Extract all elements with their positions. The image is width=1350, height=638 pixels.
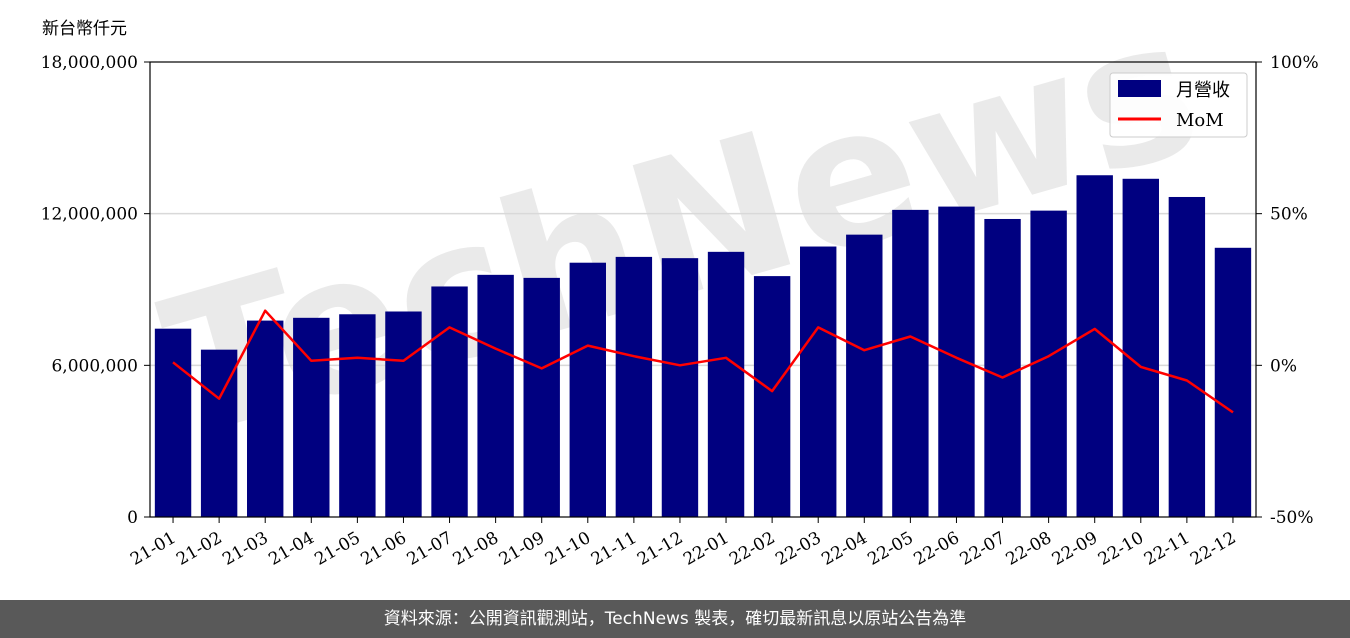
y-left-tick-label-1: 6,000,000: [51, 356, 138, 376]
chart-svg: TechNews 06,000,00012,000,00018,000,000-…: [41, 0, 1319, 570]
x-tick-label-22-08: 22-08: [1003, 528, 1055, 570]
bar-22-06: [938, 206, 975, 518]
bar-22-07: [984, 218, 1021, 517]
bar-22-09: [1076, 175, 1113, 517]
x-tick-label-22-12: 22-12: [1187, 528, 1239, 570]
y-right-tick-label-3: 100%: [1270, 53, 1319, 73]
bar-21-03: [247, 320, 284, 517]
x-tick-label-21-12: 21-12: [634, 528, 686, 570]
gridlines: [150, 212, 1256, 367]
x-tick-label-22-03: 22-03: [772, 528, 824, 570]
bar-22-05: [892, 209, 929, 517]
y-left-tick-label-0: 0: [127, 508, 138, 528]
x-tick-label-21-09: 21-09: [496, 528, 548, 570]
x-tick-label-22-07: 22-07: [957, 528, 1009, 570]
y-unit-label: 新台幣仟元: [42, 19, 127, 39]
bar-21-09: [523, 277, 560, 517]
bar-22-03: [800, 246, 837, 517]
x-tick-label-22-06: 22-06: [911, 528, 963, 570]
x-tick-label-22-01: 22-01: [680, 528, 732, 570]
x-tick-label-22-09: 22-09: [1049, 528, 1101, 570]
x-tick-label-21-01: 21-01: [127, 528, 179, 570]
bar-22-08: [1030, 210, 1067, 517]
bar-21-12: [661, 258, 699, 517]
x-tick-label-22-10: 22-10: [1095, 528, 1147, 570]
bar-22-12: [1214, 247, 1252, 517]
bar-21-06: [385, 311, 422, 517]
x-tick-label-21-05: 21-05: [311, 528, 363, 570]
revenue-bars: [154, 175, 1252, 518]
bar-22-10: [1122, 178, 1159, 518]
x-tick-label-21-10: 21-10: [542, 528, 594, 570]
plot-frame: [149, 61, 1257, 518]
y-right-tick-label-2: 50%: [1270, 205, 1308, 225]
y-left-tick-label-3: 18,000,000: [41, 53, 138, 73]
mom-line: [172, 309, 1234, 414]
legend-label-revenue: 月營收: [1176, 80, 1230, 101]
legend-swatch-revenue: [1118, 80, 1161, 97]
x-tick-label-21-07: 21-07: [404, 528, 456, 570]
bar-22-11: [1168, 196, 1206, 517]
legend-label-mom: MoM: [1176, 110, 1224, 131]
mom-line-layer: [172, 309, 1234, 414]
x-tick-label-22-02: 22-02: [726, 528, 778, 570]
x-tick-label-22-11: 22-11: [1141, 528, 1193, 570]
y-right-tick-label-0: -50%: [1270, 508, 1314, 528]
source-footer: 資料來源：公開資訊觀測站，TechNews 製表，確切最新訊息以原站公告為準: [0, 600, 1350, 638]
bar-21-05: [339, 314, 376, 517]
x-tick-label-21-04: 21-04: [265, 528, 317, 570]
bar-21-01: [154, 328, 192, 517]
bar-21-04: [293, 317, 330, 517]
bar-22-04: [846, 234, 883, 517]
x-tick-label-21-06: 21-06: [358, 528, 410, 570]
bar-22-01: [707, 251, 745, 517]
x-tick-label-21-02: 21-02: [173, 528, 225, 570]
x-tick-label-22-04: 22-04: [818, 528, 870, 570]
chart-container: TechNews 0 6,000,000 12,000,000 18,000,000-…: [41, 0, 1319, 570]
bar-21-08: [477, 274, 514, 517]
x-tick-label-21-08: 21-08: [450, 528, 502, 570]
y-right-tick-label-1: 0%: [1270, 356, 1297, 376]
legend: 月營收 MoM: [1109, 72, 1248, 138]
bar-22-02: [753, 276, 791, 517]
x-tick-label-21-03: 21-03: [219, 528, 271, 570]
x-tick-label-22-05: 22-05: [864, 528, 916, 570]
bar-21-10: [569, 262, 606, 517]
bar-21-11: [615, 256, 653, 517]
bar-21-07: [431, 286, 468, 517]
x-tick-label-21-11: 21-11: [588, 528, 640, 570]
y-left-tick-label-2: 12,000,000: [41, 205, 138, 225]
